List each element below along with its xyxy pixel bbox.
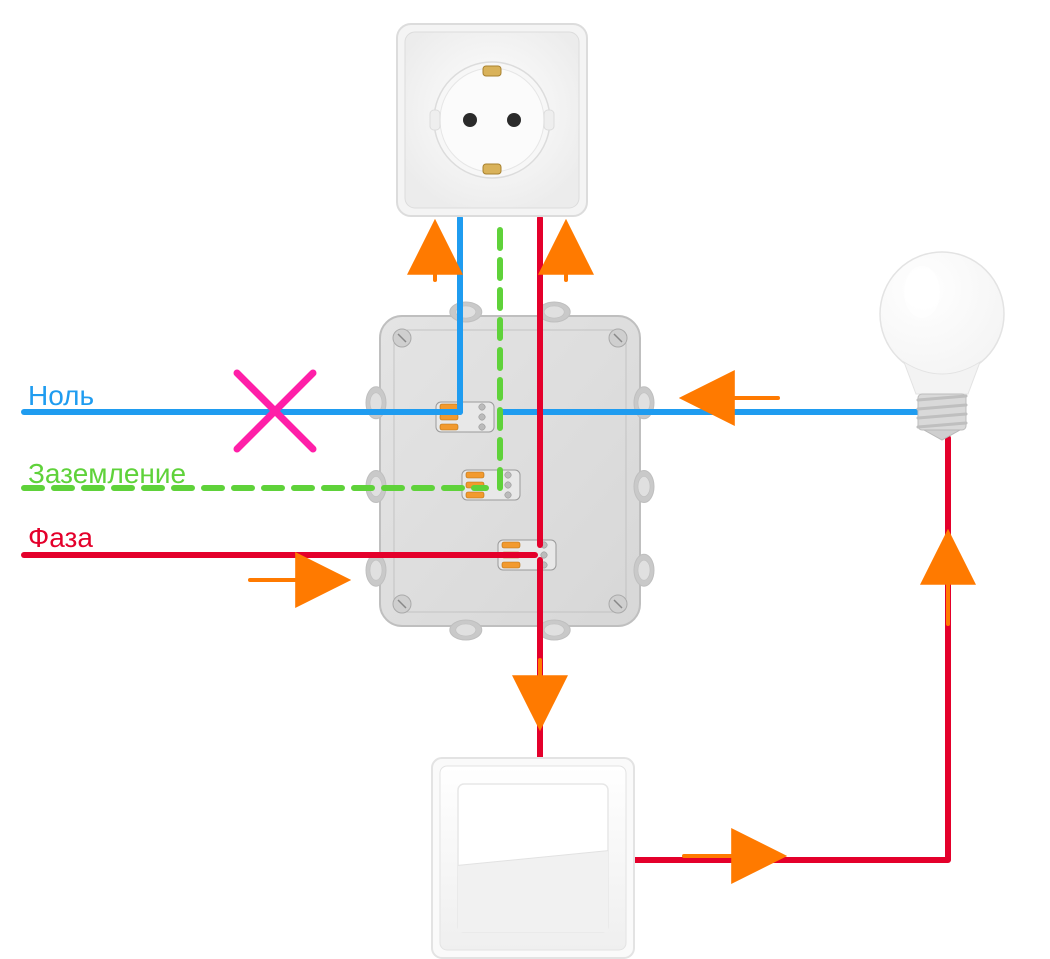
label-neutral: Ноль bbox=[28, 380, 94, 412]
label-phase: Фаза bbox=[28, 522, 93, 554]
label-ground: Заземление bbox=[28, 458, 186, 490]
wire-connector-1 bbox=[462, 470, 520, 500]
light-switch bbox=[432, 758, 634, 958]
power-socket bbox=[397, 24, 587, 216]
wire-connector-0 bbox=[436, 402, 494, 432]
wire-phase_switch_to_bulb bbox=[630, 438, 948, 860]
